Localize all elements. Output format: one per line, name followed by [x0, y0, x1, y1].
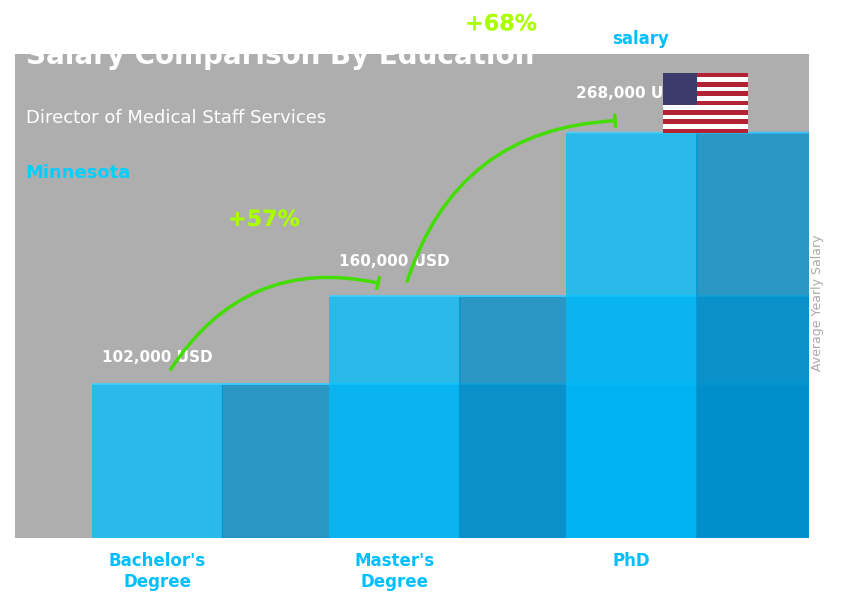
Bar — [663, 73, 697, 105]
Polygon shape — [223, 378, 850, 538]
Bar — [663, 105, 748, 110]
Polygon shape — [329, 287, 850, 296]
Text: explorer.com: explorer.com — [676, 30, 784, 48]
Text: Director of Medical Staff Services: Director of Medical Staff Services — [26, 109, 326, 127]
Bar — [663, 92, 748, 96]
Text: Minnesota: Minnesota — [26, 164, 131, 182]
Text: +68%: +68% — [465, 15, 537, 35]
Text: 268,000 USD: 268,000 USD — [576, 86, 687, 101]
Text: salary: salary — [612, 30, 669, 48]
Bar — [663, 128, 748, 133]
Polygon shape — [460, 287, 850, 538]
Polygon shape — [92, 378, 850, 384]
Bar — [663, 78, 748, 82]
Bar — [663, 101, 748, 105]
Bar — [663, 82, 748, 87]
Polygon shape — [697, 116, 850, 538]
Bar — [663, 115, 748, 119]
Text: +57%: +57% — [228, 210, 300, 230]
Bar — [663, 110, 748, 115]
FancyBboxPatch shape — [566, 133, 697, 538]
Bar — [663, 87, 748, 92]
Bar — [663, 124, 748, 128]
Text: Salary Comparison By Education: Salary Comparison By Education — [26, 42, 534, 70]
Bar — [663, 73, 748, 78]
FancyBboxPatch shape — [92, 384, 223, 538]
Bar — [663, 96, 748, 101]
Polygon shape — [566, 116, 850, 133]
Text: 160,000 USD: 160,000 USD — [339, 255, 450, 270]
Text: 102,000 USD: 102,000 USD — [102, 350, 212, 365]
Bar — [663, 119, 748, 124]
Text: Average Yearly Salary: Average Yearly Salary — [812, 235, 824, 371]
FancyBboxPatch shape — [329, 296, 460, 538]
